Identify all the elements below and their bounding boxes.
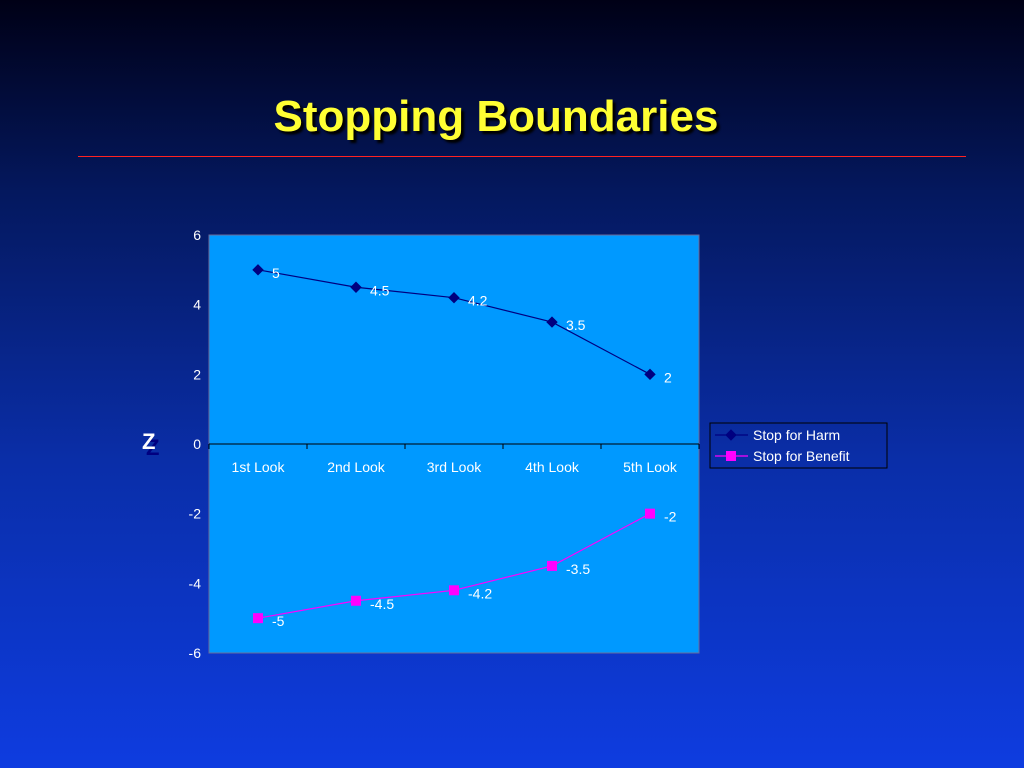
data-point — [547, 560, 557, 571]
series-stop-for-harm: 5 4.5 4.2 3.5 2 — [252, 264, 672, 385]
slide-title: Stopping Boundaries — [273, 92, 719, 141]
x-tick-label: 4th Look — [525, 459, 580, 475]
legend-box — [709, 422, 888, 469]
data-label: -4.5 — [370, 596, 394, 612]
legend-label: Stop for Harm — [753, 427, 840, 443]
legend: Stop for Harm Stop for Benefit — [709, 422, 888, 469]
legend-item: Stop for Harm — [715, 427, 840, 443]
y-tick-label: -4 — [189, 575, 202, 591]
data-label: 3.5 — [566, 317, 586, 333]
y-axis-title-shadow: Z — [146, 435, 159, 460]
data-label: -3.5 — [566, 561, 590, 577]
data-point — [252, 264, 264, 276]
data-point — [645, 508, 655, 519]
data-point — [253, 613, 263, 624]
x-tick-labels: 1st Look 2nd Look 3rd Look 4th Look 5th Look — [232, 459, 678, 475]
series-stop-for-benefit: -5 -4.5 -4.2 -3.5 -2 — [253, 508, 677, 629]
title-divider — [78, 156, 966, 157]
data-label: 2 — [664, 369, 672, 385]
y-axis-title-text: Z — [142, 429, 155, 454]
y-tick-labels: 6 4 2 0 -2 -4 -6 — [189, 227, 202, 661]
data-point — [644, 368, 656, 381]
data-label: -4.2 — [468, 585, 492, 601]
y-tick-label: 6 — [193, 227, 201, 243]
data-point — [449, 585, 459, 596]
data-point — [546, 316, 558, 328]
legend-label: Stop for Benefit — [753, 448, 850, 464]
data-point — [448, 291, 460, 304]
data-label: 4.5 — [370, 282, 390, 298]
series-layer: 5 4.5 4.2 3.5 2 -5 -4.5 -4.2 -3.5 -2 — [252, 264, 677, 629]
y-tick-label: -2 — [189, 506, 202, 522]
data-label: 5 — [272, 265, 280, 281]
data-label: 4.2 — [468, 293, 488, 309]
legend-item: Stop for Benefit — [715, 448, 850, 464]
x-tick-label: 5th Look — [623, 459, 678, 475]
data-point — [351, 595, 361, 606]
x-tick-label: 3rd Look — [427, 459, 482, 475]
y-tick-label: 4 — [193, 297, 201, 313]
y-tick-label: 2 — [193, 366, 201, 382]
y-tick-label: -6 — [189, 645, 202, 661]
x-tick-label: 2nd Look — [327, 459, 386, 475]
legend-marker — [726, 451, 736, 461]
data-point — [350, 281, 362, 293]
data-label: -2 — [664, 509, 677, 525]
legend-marker — [725, 429, 737, 441]
x-tick-label: 1st Look — [232, 459, 286, 475]
axes — [208, 443, 700, 449]
data-label: -5 — [272, 613, 285, 629]
y-axis-title: ZZ — [142, 429, 159, 460]
y-tick-label: 0 — [193, 436, 201, 452]
